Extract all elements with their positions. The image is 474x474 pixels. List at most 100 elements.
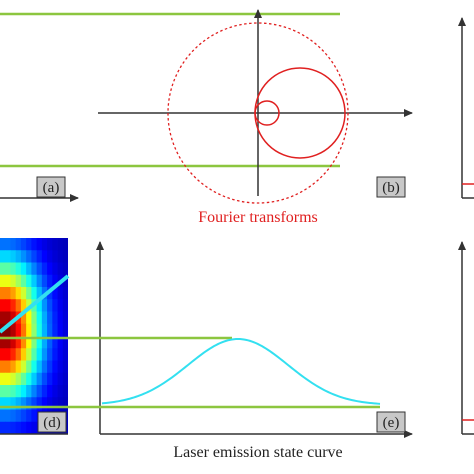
- heatmap-cell: [41, 238, 48, 251]
- heatmap-cell: [31, 250, 38, 263]
- heatmap-cell: [47, 238, 53, 251]
- heatmap-cell: [20, 311, 27, 325]
- heatmap-cell: [36, 250, 43, 263]
- heatmap-cell: [0, 274, 6, 288]
- heatmap-cell: [15, 262, 22, 276]
- heatmap-cell: [15, 287, 22, 300]
- heatmap-cell: [57, 238, 64, 251]
- heatmap-cell: [0, 372, 6, 386]
- heatmap-cell: [26, 323, 32, 337]
- heatmap-cell: [62, 250, 68, 263]
- heatmap-cell: [5, 409, 11, 423]
- heatmap-cell: [62, 360, 68, 374]
- fourier-dashed-circle: [167, 22, 349, 204]
- heatmap-cell: [47, 397, 53, 410]
- heatmap-cell: [20, 287, 27, 300]
- heatmap-cell: [20, 397, 27, 410]
- heatmap-cell: [62, 238, 68, 251]
- heatmap-cell: [10, 323, 17, 337]
- heatmap-cell: [5, 397, 11, 410]
- heatmap-cell: [26, 238, 32, 251]
- heatmap-cell: [57, 336, 64, 349]
- heatmap-cell: [57, 360, 64, 374]
- heatmap-cell: [41, 397, 48, 410]
- heatmap-cell: [36, 262, 43, 276]
- svg-text:(b): (b): [382, 180, 400, 196]
- heatmap-cell: [0, 397, 6, 410]
- panel-b-label: (b): [376, 176, 406, 198]
- heatmap-cell: [20, 323, 27, 337]
- heatmap-cell: [20, 250, 27, 263]
- heatmap-cell: [62, 299, 68, 312]
- heatmap-cell: [52, 299, 58, 312]
- heatmap-cell: [36, 238, 43, 251]
- heatmap-cell: [5, 238, 11, 251]
- heatmap-cell: [31, 348, 38, 361]
- heatmap-cell: [52, 238, 58, 251]
- heatmap-cell: [10, 348, 17, 361]
- heatmap-cell: [20, 385, 27, 398]
- heatmap-cell: [47, 372, 53, 386]
- heatmap-cell: [5, 274, 11, 288]
- heatmap-cell: [0, 262, 6, 276]
- heatmap-cell: [41, 348, 48, 361]
- heatmap-cell: [10, 372, 17, 386]
- heatmap-cell: [15, 421, 22, 434]
- heatmap-cell: [10, 421, 17, 434]
- heatmap-cell: [62, 262, 68, 276]
- heatmap-cell: [20, 348, 27, 361]
- heatmap-cell: [47, 274, 53, 288]
- heatmap-cell: [41, 311, 48, 325]
- heatmap-cell: [20, 360, 27, 374]
- heatmap: [0, 238, 68, 434]
- heatmap-cell: [57, 348, 64, 361]
- heatmap-cell: [10, 299, 17, 312]
- heatmap-cell: [47, 336, 53, 349]
- heatmap-cell: [5, 287, 11, 300]
- heatmap-cell: [20, 299, 27, 312]
- heatmap-cell: [36, 287, 43, 300]
- heatmap-cell: [5, 262, 11, 276]
- heatmap-cell: [26, 409, 32, 423]
- heatmap-cell: [52, 250, 58, 263]
- heatmap-cell: [31, 397, 38, 410]
- heatmap-cell: [26, 372, 32, 386]
- svg-text:(a): (a): [43, 180, 60, 196]
- heatmap-cell: [26, 421, 32, 434]
- heatmap-cell: [15, 250, 22, 263]
- heatmap-cell: [62, 385, 68, 398]
- heatmap-cell: [47, 262, 53, 276]
- heatmap-cell: [0, 336, 6, 349]
- heatmap-cell: [5, 348, 11, 361]
- heatmap-cell: [57, 287, 64, 300]
- heatmap-cell: [52, 274, 58, 288]
- heatmap-cell: [47, 360, 53, 374]
- heatmap-cell: [31, 385, 38, 398]
- heatmap-cell: [10, 287, 17, 300]
- heatmap-cell: [31, 409, 38, 423]
- heatmap-cell: [41, 250, 48, 263]
- heatmap-cell: [10, 360, 17, 374]
- heatmap-cell: [57, 397, 64, 410]
- heatmap-cell: [20, 238, 27, 251]
- heatmap-cell: [47, 250, 53, 263]
- heatmap-cell: [62, 372, 68, 386]
- heatmap-cell: [5, 385, 11, 398]
- heatmap-cell: [52, 336, 58, 349]
- heatmap-cell: [10, 250, 17, 263]
- heatmap-cell: [62, 274, 68, 288]
- heatmap-cell: [20, 421, 27, 434]
- heatmap-cell: [26, 336, 32, 349]
- heatmap-cell: [52, 397, 58, 410]
- heatmap-cell: [10, 311, 17, 325]
- heatmap-cell: [15, 348, 22, 361]
- heatmap-cell: [62, 311, 68, 325]
- heatmap-cell: [15, 385, 22, 398]
- heatmap-cell: [36, 372, 43, 386]
- heatmap-cell: [5, 336, 11, 349]
- heatmap-cell: [0, 409, 6, 423]
- heatmap-cell: [36, 348, 43, 361]
- heatmap-cell: [15, 360, 22, 374]
- heatmap-cell: [57, 262, 64, 276]
- heatmap-cell: [26, 287, 32, 300]
